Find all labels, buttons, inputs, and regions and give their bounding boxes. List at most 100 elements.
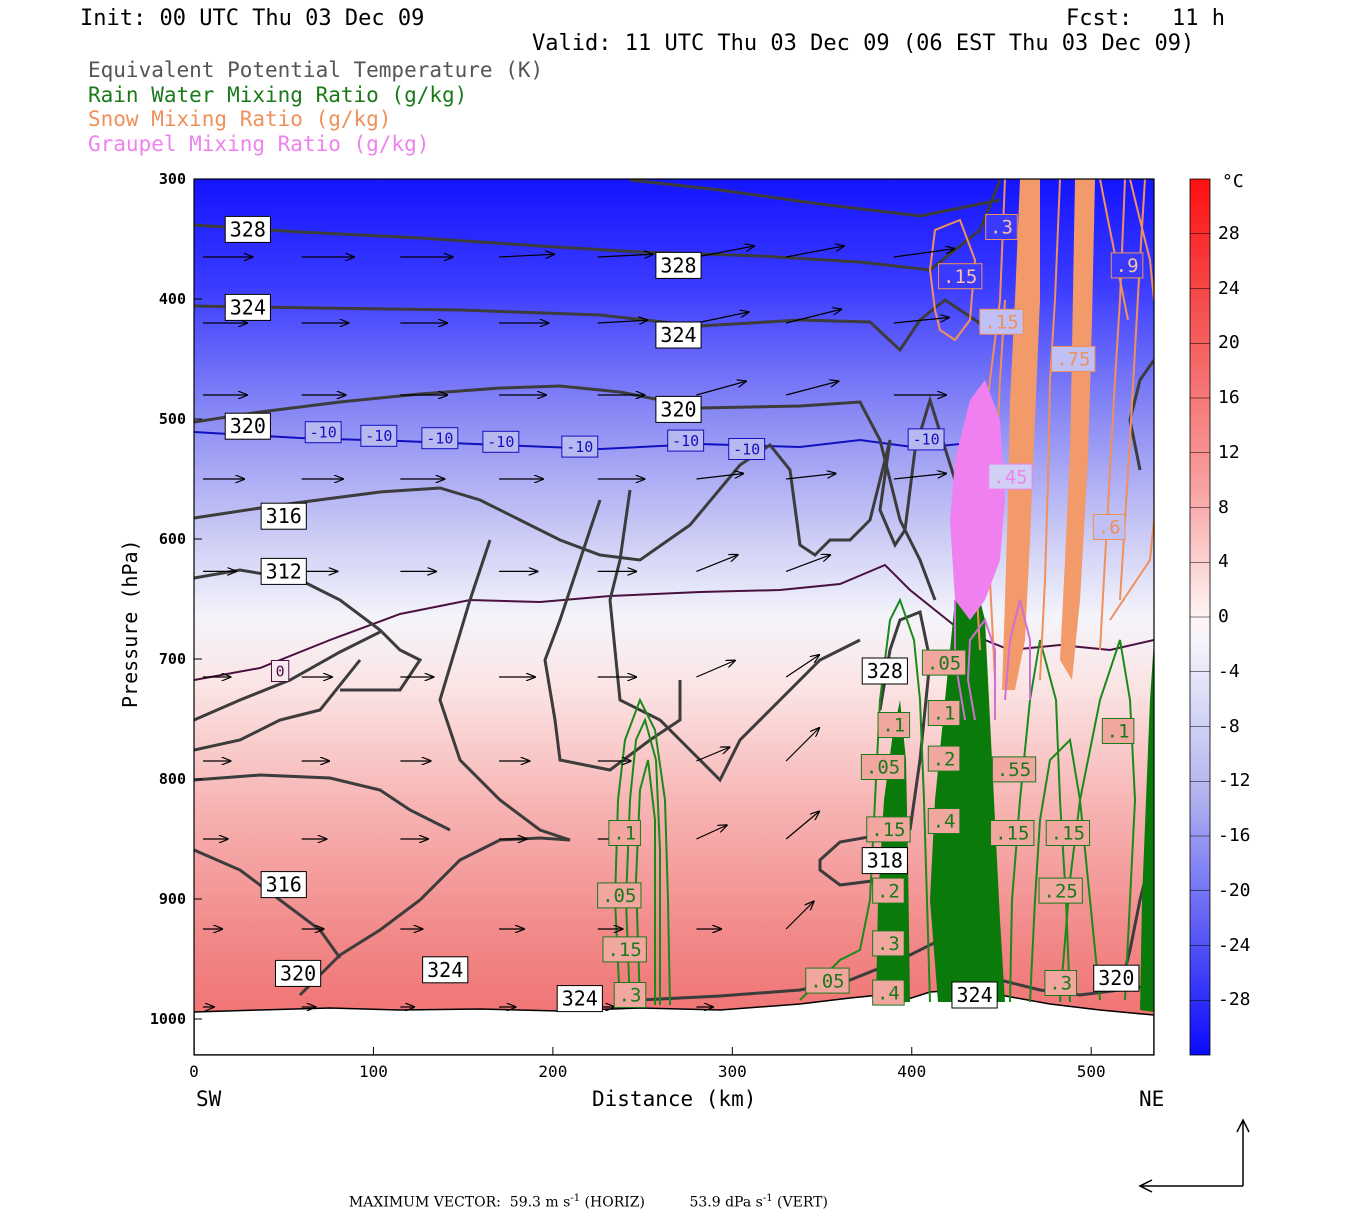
- wind-vector: [597, 254, 653, 257]
- snow-label: .9: [1110, 252, 1144, 279]
- wind-vector: [893, 474, 946, 480]
- svg-text:.15: .15: [1051, 823, 1085, 845]
- y-tick-label: 500: [158, 410, 186, 428]
- y-tick-label: 400: [158, 290, 186, 308]
- svg-text:.1: .1: [1107, 721, 1130, 743]
- wind-vector: [893, 249, 955, 258]
- svg-text:-10: -10: [913, 431, 940, 449]
- vert-value: 53.9 dPa s: [689, 1194, 763, 1211]
- colorbar-tick-label: 16: [1218, 387, 1240, 408]
- svg-text:320: 320: [280, 961, 316, 985]
- max-vector-note: MAXIMUM VECTOR: 59.3 m s-1 (HORIZ) 53.9 …: [340, 1177, 828, 1211]
- axis-ticks: [193, 178, 1092, 1055]
- theta-e-label: 324: [951, 981, 998, 1009]
- svg-text:.2: .2: [933, 748, 956, 770]
- svg-text:.1: .1: [933, 703, 956, 725]
- x-end-right: NE: [1139, 1087, 1165, 1111]
- wind-vector: [785, 381, 838, 396]
- svg-text:.3: .3: [1049, 973, 1072, 995]
- theta-e-label: 320: [655, 395, 702, 423]
- wind-vector: [696, 246, 754, 258]
- legend-snow: Snow Mixing Ratio (g/kg): [88, 107, 392, 131]
- svg-text:-10: -10: [426, 429, 453, 447]
- svg-text:.05: .05: [810, 970, 844, 992]
- theta-e-label: 320: [274, 959, 322, 987]
- isotherm-label: -10: [360, 424, 398, 447]
- freezing-level-contour: [194, 563, 1154, 681]
- colorbar-tick-label: 0: [1218, 606, 1229, 627]
- svg-text:.1: .1: [613, 823, 636, 845]
- colorbar-tick-label: 28: [1218, 222, 1240, 244]
- y-tick-label: 800: [158, 770, 186, 788]
- snow-label: .15: [938, 263, 983, 290]
- svg-text:.9: .9: [1116, 255, 1139, 277]
- rain-label: .2: [927, 745, 961, 772]
- snow-field: [1002, 179, 1095, 690]
- colorbar-unit: °C: [1222, 171, 1244, 192]
- wind-vector: [785, 812, 819, 840]
- rain-label: .1: [1101, 718, 1135, 744]
- svg-text:320: 320: [1098, 966, 1134, 990]
- svg-text:.15: .15: [607, 939, 641, 961]
- theta-e-label: 328: [861, 657, 908, 685]
- snow-label: .3: [985, 214, 1018, 240]
- theta-e-label: 328: [655, 251, 702, 279]
- colorbar-tick-label: -24: [1218, 934, 1251, 956]
- rain-label: .1: [608, 820, 641, 846]
- svg-text:.05: .05: [927, 652, 961, 674]
- wind-vector: [696, 474, 743, 480]
- colorbar-tick-label: -8: [1218, 715, 1240, 737]
- rain-label: .15: [990, 820, 1035, 846]
- wind-vector: [893, 318, 949, 324]
- isotherm-label: -10: [907, 428, 945, 451]
- theta-e-label: 316: [260, 871, 307, 899]
- svg-text:.45: .45: [993, 466, 1027, 488]
- svg-text:.3: .3: [877, 933, 900, 955]
- svg-text:.15: .15: [871, 819, 905, 841]
- wind-vector: [696, 825, 726, 840]
- svg-text:-10: -10: [365, 427, 392, 445]
- isotherm-label: -10: [667, 429, 705, 452]
- svg-text:-10: -10: [566, 438, 593, 456]
- rain-label: .15: [602, 936, 647, 963]
- colorbar-tick-label: 24: [1218, 277, 1240, 299]
- wind-vector: [786, 246, 844, 258]
- svg-text:.1: .1: [882, 715, 905, 737]
- rain-label: .3: [613, 982, 647, 1008]
- rain-label: .25: [1038, 877, 1083, 904]
- svg-text:.15: .15: [984, 311, 1018, 333]
- svg-text:324: 324: [562, 987, 598, 1011]
- svg-text:324: 324: [427, 958, 463, 982]
- wind-vector: [786, 309, 841, 324]
- svg-text:.4: .4: [933, 811, 956, 833]
- isotherm-label: -10: [482, 430, 520, 453]
- svg-text:.05: .05: [602, 885, 636, 907]
- svg-text:324: 324: [230, 295, 266, 319]
- theta-e-label: 316: [260, 502, 307, 530]
- wind-vector: [696, 381, 746, 396]
- colorbar-tick-label: -28: [1218, 989, 1251, 1011]
- max-vector-label: MAXIMUM VECTOR:: [348, 1194, 501, 1211]
- isotherm-label: -10: [728, 438, 766, 460]
- svg-text:.2: .2: [877, 880, 900, 902]
- svg-text:328: 328: [230, 217, 266, 241]
- y-tick-label: 600: [158, 530, 186, 548]
- svg-text:.15: .15: [995, 823, 1029, 845]
- svg-text:328: 328: [867, 659, 903, 683]
- wind-vector: [499, 254, 554, 257]
- rain-label: .05: [921, 649, 967, 676]
- rain-label: .15: [1045, 820, 1091, 846]
- x-tick-label: 0: [189, 1062, 199, 1081]
- theta-e-label: 324: [655, 321, 702, 349]
- isotherm-label: -10: [421, 427, 459, 450]
- rain-label: .1: [877, 712, 911, 738]
- svg-text:312: 312: [266, 559, 302, 583]
- rain-label: .1: [927, 700, 961, 726]
- wind-vector: [696, 747, 729, 762]
- x-tick-label: 200: [538, 1062, 568, 1081]
- snow-label: .15: [979, 308, 1024, 335]
- y-axis-label: Pressure (hPa): [118, 539, 142, 708]
- rain-label: .55: [991, 756, 1037, 783]
- theta-e-label: 320: [224, 412, 271, 440]
- svg-text:324: 324: [956, 983, 992, 1007]
